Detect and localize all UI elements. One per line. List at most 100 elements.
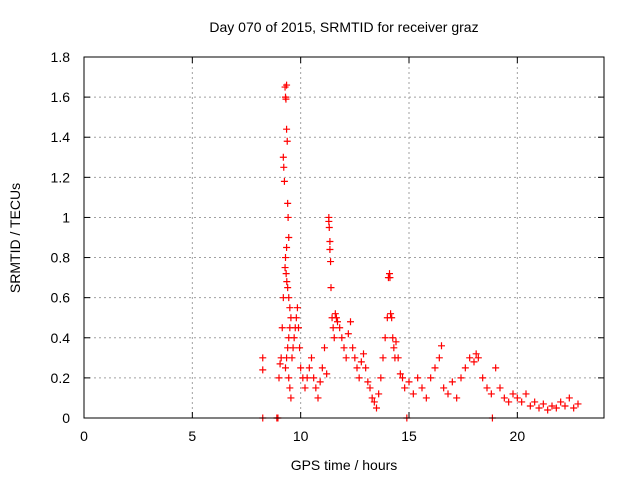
data-point [351,354,359,362]
data-point [360,350,367,358]
data-point [295,324,302,332]
data-point [327,284,335,292]
data-point [290,334,298,342]
data-point [283,125,291,133]
data-point [448,378,456,386]
y-tick-label: 0.2 [51,370,71,386]
data-point [283,278,291,286]
data-point [288,354,296,362]
data-point [331,310,339,318]
data-point [472,350,480,358]
y-tick-label: 0.4 [51,330,71,346]
data-point [289,344,297,352]
data-point [282,95,290,103]
y-tick-label: 1.6 [51,89,71,105]
data-point [323,370,331,378]
data-point [336,324,344,332]
data-point [479,374,487,382]
data-point [293,304,301,312]
data-point [513,394,521,402]
data-point [531,398,539,406]
data-point [283,137,291,145]
data-point [287,394,295,402]
data-point [279,153,287,161]
x-tick-labels: 0 5 10 15 20 [80,428,525,444]
data-point [440,384,448,392]
data-point [284,284,292,292]
data-point [548,402,556,410]
data-point [321,344,328,352]
data-point [329,324,337,332]
data-point [285,294,293,302]
data-point [314,394,322,402]
data-point [565,394,573,402]
data-point [483,384,491,392]
data-point [297,364,305,372]
data-point [308,354,315,362]
data-point [453,394,461,402]
data-point [325,217,333,225]
data-point [305,364,313,372]
y-tick-labels: 0 0.2 0.4 0.6 0.8 1 1.2 1.4 1.6 1.8 [51,49,71,426]
y-tick-label: 1.8 [51,49,71,65]
data-point [355,374,363,382]
y-axis-label: SRMTID / TECUs [7,183,23,293]
x-tick-label: 15 [401,428,417,444]
y-tick-label: 0.8 [51,250,71,266]
data-point [280,177,288,185]
data-point [282,270,290,278]
data-point [283,244,291,252]
data-point [326,246,334,254]
data-point [377,374,385,382]
data-point [557,398,565,406]
data-point [466,354,474,362]
data-point [259,366,267,374]
data-point [461,364,469,372]
data-point [344,330,352,338]
data-point [444,390,452,398]
data-point [390,344,398,352]
data-point [544,406,552,414]
data-point [492,364,500,372]
x-axis-label: GPS time / hours [291,457,398,473]
data-point [539,400,547,408]
data-point [301,384,309,392]
data-point [296,344,304,352]
data-point [292,314,300,322]
data-point [366,384,374,392]
data-point [357,358,365,366]
data-point [281,264,289,272]
data-point [389,334,397,342]
data-point [457,374,465,382]
data-point [326,238,334,246]
data-point [342,354,350,362]
data-point [574,400,582,408]
data-point [470,358,478,366]
x-tick-label: 20 [510,428,526,444]
data-point [282,254,289,262]
x-tick-label: 10 [293,428,309,444]
data-point [364,378,372,386]
data-point [518,398,526,406]
data-point [353,364,361,372]
data-point [286,304,294,312]
data-point [496,384,504,392]
data-point [418,384,426,392]
data-points-layer [259,81,582,422]
chart-title: Day 070 of 2015, SRMTID for receiver gra… [209,19,478,35]
data-point [310,374,318,382]
data-point [327,258,335,266]
data-point [381,334,389,342]
data-point [431,364,439,372]
data-point [340,344,348,352]
y-tick-label: 1.4 [51,129,71,145]
data-point [399,374,406,382]
data-point [394,354,402,362]
data-point [373,404,380,412]
data-point [370,398,378,406]
data-point [276,360,284,368]
data-point [386,274,394,282]
data-point [362,364,370,372]
data-point [401,384,409,392]
